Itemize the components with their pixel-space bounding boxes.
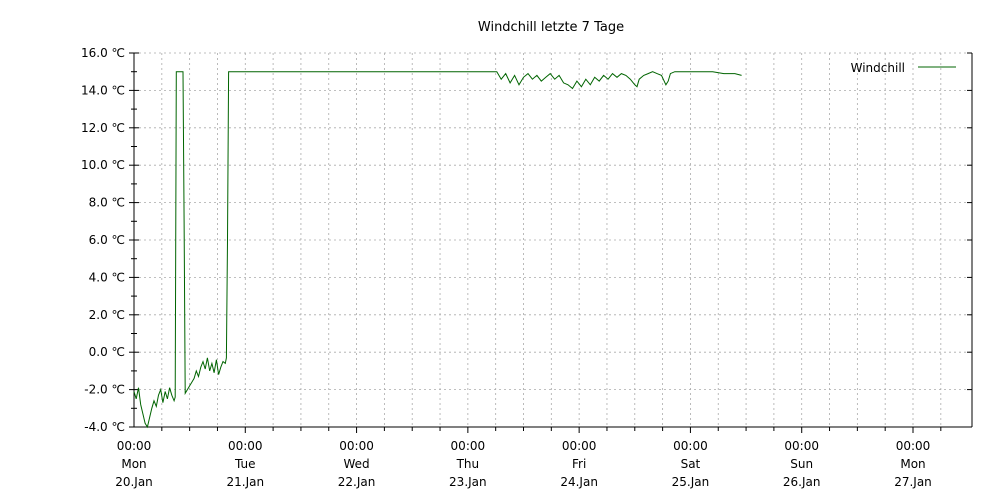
y-tick-label: 2.0 ℃ (89, 308, 125, 322)
x-tick-weekday: Thu (456, 457, 480, 471)
x-axis-labels: 00:00 Mon 20.Jan 00:00 Tue 21.Jan 00:00 Wed 22.J… (115, 439, 932, 489)
series-group (133, 71, 742, 429)
x-tick-date: 22.Jan (338, 475, 376, 489)
y-tick-label: 0.0 ℃ (89, 345, 125, 359)
x-tick-weekday: Sun (790, 457, 813, 471)
x-tick-time: 00:00 (339, 439, 374, 453)
y-tick-label: -4.0 ℃ (84, 420, 125, 434)
grid (134, 52, 972, 428)
x-tick-date: 23.Jan (449, 475, 487, 489)
x-tick-weekday: Tue (234, 457, 256, 471)
x-tick-date: 21.Jan (226, 475, 264, 489)
windchill-series-line (133, 71, 742, 429)
x-tick-date: 24.Jan (560, 475, 598, 489)
chart-title: Windchill letzte 7 Tage (478, 20, 624, 35)
x-tick-date: 26.Jan (783, 475, 821, 489)
x-tick-date: 27.Jan (894, 475, 932, 489)
x-tick-weekday: Sat (681, 457, 701, 471)
x-tick-time: 00:00 (784, 439, 819, 453)
y-tick-label: 4.0 ℃ (89, 270, 125, 284)
y-tick-label: 8.0 ℃ (89, 196, 125, 210)
x-tick-time: 00:00 (673, 439, 708, 453)
x-tick-weekday: Fri (572, 457, 586, 471)
y-tick-label: 14.0 ℃ (81, 83, 125, 97)
x-tick-weekday: Wed (343, 457, 369, 471)
legend-label: Windchill (851, 61, 905, 75)
x-tick-time: 00:00 (117, 439, 152, 453)
x-tick-time: 00:00 (228, 439, 263, 453)
x-tick-time: 00:00 (896, 439, 931, 453)
y-tick-label: 12.0 ℃ (81, 121, 125, 135)
legend: Windchill (851, 61, 956, 75)
x-tick-weekday: Mon (900, 457, 925, 471)
axes (129, 52, 973, 433)
y-axis-labels: 16.0 ℃ 14.0 ℃ 12.0 ℃ 10.0 ℃ 8.0 ℃ 6.0 ℃ 4.0 ℃ 2… (81, 46, 125, 434)
x-tick-time: 00:00 (451, 439, 486, 453)
x-tick-date: 20.Jan (115, 475, 153, 489)
y-tick-label: 6.0 ℃ (89, 233, 125, 247)
y-tick-label: 10.0 ℃ (81, 158, 125, 172)
x-tick-time: 00:00 (562, 439, 597, 453)
x-tick-weekday: Mon (121, 457, 146, 471)
y-tick-label: 16.0 ℃ (81, 46, 125, 60)
y-tick-label: -2.0 ℃ (84, 383, 125, 397)
x-tick-date: 25.Jan (672, 475, 710, 489)
